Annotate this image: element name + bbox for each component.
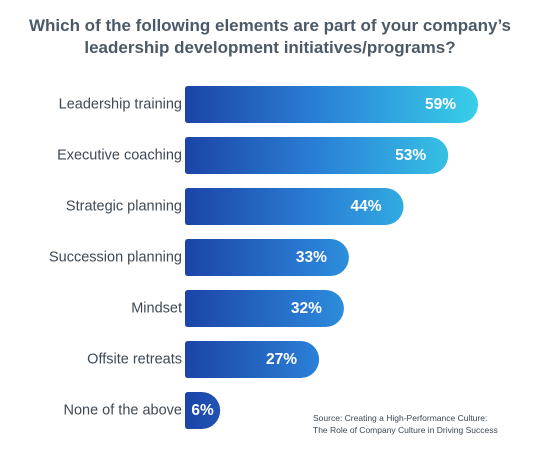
value-label: 32%: [291, 300, 322, 317]
value-label: 59%: [425, 96, 456, 113]
category-label: Executive coaching: [57, 148, 182, 164]
chart-title-line-1: Which of the following elements are part…: [28, 16, 512, 35]
bar-executive-coaching: [185, 137, 449, 174]
bar-mindset: [185, 290, 344, 327]
value-label: 44%: [350, 198, 381, 215]
bar-strategic-planning: [185, 188, 404, 225]
bar-none-of-the-above: [185, 392, 221, 429]
bar-leadership-training: [185, 86, 479, 123]
bar-offsite-retreats: [185, 341, 320, 378]
bars-group: Leadership training 59% Executive coaching…: [49, 86, 479, 429]
chart-title-line-2: leadership development initiatives/progr…: [84, 38, 456, 57]
source-note: Source: Creating a High-Performance Cult…: [313, 412, 498, 436]
category-label: Leadership training: [59, 97, 182, 113]
chart-title: Which of the following elements are part…: [10, 15, 530, 59]
category-label: None of the above: [63, 403, 182, 419]
category-label: Offsite retreats: [87, 352, 182, 368]
value-label: 53%: [395, 147, 426, 164]
bar-succession-planning: [185, 239, 349, 276]
source-line-2: The Role of Company Culture in Driving S…: [313, 425, 498, 435]
category-label: Succession planning: [49, 250, 182, 266]
value-label: 6%: [191, 402, 214, 419]
category-label: Strategic planning: [66, 199, 182, 215]
source-line-1: Source: Creating a High-Performance Cult…: [313, 413, 488, 423]
value-label: 33%: [296, 249, 327, 266]
value-label: 27%: [266, 351, 297, 368]
category-label: Mindset: [131, 301, 182, 317]
